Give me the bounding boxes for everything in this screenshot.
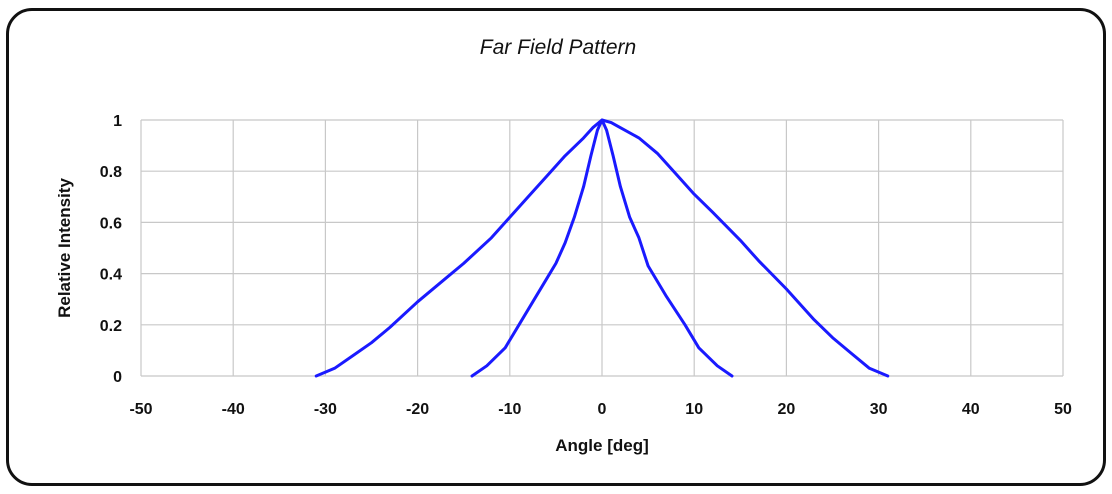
- chart-grid: [140, 119, 1064, 377]
- x-axis-label: Angle [deg]: [555, 436, 649, 455]
- x-tick-label: -50: [129, 401, 152, 418]
- y-tick-labels: 0 0.2 0.4 0.6 0.8 1: [100, 113, 122, 386]
- x-tick-label: -20: [406, 401, 429, 418]
- x-tick-label: 30: [870, 401, 888, 418]
- x-tick-label: 10: [685, 401, 703, 418]
- y-tick-label: 0.8: [100, 164, 122, 181]
- chart-title: Far Field Pattern: [480, 36, 636, 59]
- x-tick-label: 20: [778, 401, 796, 418]
- y-axis-label: Relative Intensity: [55, 178, 74, 318]
- x-tick-label: -40: [222, 401, 245, 418]
- y-tick-label: 0: [113, 369, 122, 386]
- y-tick-label: 0.2: [100, 318, 122, 335]
- y-tick-label: 0.6: [100, 215, 122, 232]
- x-tick-labels: -50 -40 -30 -20 -10 0 10 20 30 40 50: [129, 401, 1072, 418]
- x-tick-label: 40: [962, 401, 980, 418]
- y-tick-label: 0.4: [100, 267, 122, 284]
- y-tick-label: 1: [113, 113, 122, 130]
- x-tick-label: -30: [314, 401, 337, 418]
- data-lines: [314, 118, 890, 378]
- x-tick-label: -10: [498, 401, 521, 418]
- series-line-2: [470, 118, 734, 378]
- x-tick-label: 50: [1054, 401, 1072, 418]
- x-tick-label: 0: [598, 401, 607, 418]
- chart-frame: [6, 8, 1106, 486]
